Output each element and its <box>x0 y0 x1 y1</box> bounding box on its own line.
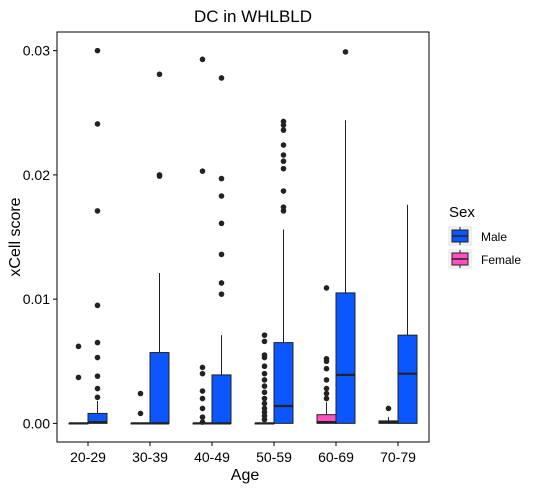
outlier-point <box>137 410 144 417</box>
y-axis: 0.00 0.01 0.02 0.03 <box>23 43 57 431</box>
plot-panel <box>56 31 430 443</box>
outlier-point <box>261 332 268 338</box>
outlier-point <box>156 173 163 179</box>
x-tick-label: 50-59 <box>256 449 292 465</box>
outlier-point <box>342 49 349 55</box>
outlier-point <box>280 122 287 128</box>
y-tick-label: 0.01 <box>23 291 50 307</box>
outlier-point <box>94 47 101 54</box>
outlier-point <box>218 175 225 182</box>
y-tick-label: 0.02 <box>23 167 50 183</box>
outlier-point <box>218 75 225 81</box>
y-tick-label: 0.03 <box>23 43 50 59</box>
outlier-point <box>199 364 206 371</box>
outlier-point <box>94 385 101 392</box>
outlier-point <box>156 71 163 78</box>
x-tick-label: 60-69 <box>318 449 354 465</box>
outlier-point <box>323 365 330 372</box>
legend-label: Male <box>481 230 507 244</box>
box-male <box>87 412 108 424</box>
box-male <box>273 342 294 424</box>
outlier-point <box>199 414 206 420</box>
outlier-point <box>261 400 268 407</box>
outlier-point <box>261 383 268 389</box>
outlier-point <box>323 395 330 402</box>
outlier-point <box>280 165 287 172</box>
legend: Sex Male Female <box>448 204 521 269</box>
outlier-point <box>323 285 330 291</box>
legend-label: Female <box>481 253 521 267</box>
outlier-point <box>323 377 330 383</box>
outlier-point <box>261 354 268 361</box>
outlier-point <box>218 291 225 297</box>
outlier-point <box>199 405 206 412</box>
outlier-point <box>280 188 287 194</box>
box-male <box>397 334 418 424</box>
outlier-point <box>199 370 206 377</box>
outlier-point <box>94 354 101 361</box>
outlier-point <box>199 56 206 63</box>
outlier-point <box>280 158 287 165</box>
outlier-point <box>199 168 206 174</box>
outlier-point <box>94 373 101 379</box>
outlier-point <box>75 374 82 381</box>
outlier-point <box>94 339 101 346</box>
chart-title: DC in WHLBLD <box>194 7 312 26</box>
outlier-point <box>261 338 268 345</box>
outlier-point <box>261 389 268 396</box>
outlier-point <box>323 390 330 397</box>
y-tick-label: 0.00 <box>23 415 50 431</box>
outlier-point <box>261 395 268 402</box>
outlier-point <box>94 208 101 214</box>
outlier-point <box>199 388 206 394</box>
x-tick-label: 70-79 <box>380 449 416 465</box>
box-male <box>149 352 170 424</box>
outlier-point <box>199 395 206 402</box>
outlier-point <box>261 370 268 377</box>
box-male <box>335 292 356 424</box>
outlier-point <box>323 385 330 392</box>
box-male <box>211 374 232 424</box>
outlier-point <box>261 377 268 383</box>
outlier-point <box>261 363 268 370</box>
outlier-point <box>94 394 101 401</box>
x-axis-label: Age <box>231 467 260 484</box>
outlier-point <box>218 220 225 227</box>
x-tick-label: 20-29 <box>70 449 106 465</box>
outlier-point <box>280 208 287 214</box>
outlier-point <box>199 419 206 425</box>
x-tick-label: 30-39 <box>132 449 168 465</box>
box-plots <box>68 47 418 425</box>
outlier-point <box>218 193 225 199</box>
outlier-point <box>323 358 330 365</box>
x-axis: 20-29 30-39 40-49 50-59 60-69 70-79 <box>70 442 416 465</box>
outlier-point <box>218 251 225 258</box>
outlier-point <box>218 280 225 286</box>
outlier-point <box>75 343 82 350</box>
outlier-point <box>94 302 101 309</box>
outlier-point <box>137 390 144 397</box>
outlier-point <box>280 127 287 133</box>
outlier-point <box>94 121 101 127</box>
outlier-point <box>280 142 287 148</box>
legend-title: Sex <box>449 204 475 221</box>
x-tick-label: 40-49 <box>194 449 230 465</box>
y-axis-label: xCell score <box>7 197 24 276</box>
outlier-point <box>385 405 392 412</box>
outlier-point <box>280 152 287 158</box>
outlier-point <box>261 416 268 423</box>
